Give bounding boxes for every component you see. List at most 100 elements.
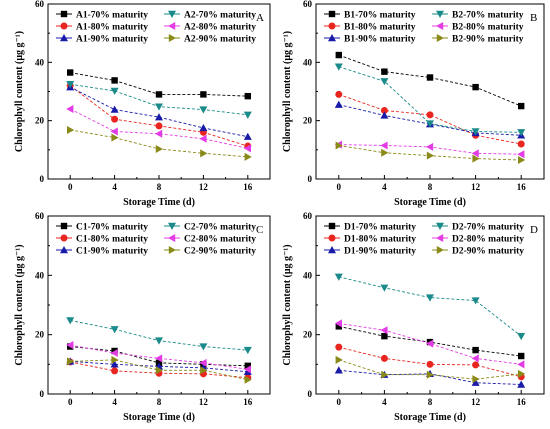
data-point (334, 366, 343, 374)
data-point (334, 319, 342, 328)
data-point (517, 150, 525, 159)
data-point (200, 366, 208, 375)
legend-swatch-marker (168, 10, 176, 18)
y-tick-label: 0 (308, 174, 313, 184)
legend-entry: D1-90% maturity (344, 247, 416, 257)
data-point (334, 63, 343, 71)
series-b2-70-maturity (334, 63, 526, 137)
data-point (517, 332, 526, 341)
x-tick-label: 0 (68, 397, 73, 407)
data-point (244, 362, 251, 370)
data-point (155, 366, 163, 375)
data-point (381, 332, 388, 340)
data-point (381, 370, 389, 379)
data-point (110, 349, 118, 358)
data-point (110, 105, 119, 113)
y-tick-label: 20 (303, 330, 313, 340)
data-point (334, 273, 343, 281)
data-point (518, 352, 525, 360)
data-point (155, 354, 163, 363)
data-point (243, 132, 252, 140)
y-tick-label: 40 (303, 57, 313, 67)
data-point (380, 106, 388, 114)
legend-entry: B1-90% maturity (344, 35, 416, 45)
data-point (381, 148, 389, 157)
legend-swatch-marker (168, 222, 176, 230)
data-point (243, 346, 252, 355)
legend-entry: C2-70% maturity (184, 223, 256, 233)
series-b2-90-maturity (335, 141, 526, 165)
series-line (338, 104, 522, 136)
x-tick-label: 8 (157, 182, 162, 192)
legend-entry: C2-90% maturity (184, 247, 256, 257)
data-point (381, 68, 388, 75)
data-point (66, 341, 74, 350)
data-point (155, 337, 163, 345)
data-point (472, 346, 479, 354)
y-tick-label: 20 (303, 116, 313, 126)
series-b1-80-maturity (335, 90, 525, 148)
data-point (155, 113, 163, 121)
series-line (69, 86, 248, 138)
x-tick-label: 16 (243, 182, 253, 192)
x-tick-label: 16 (517, 397, 527, 407)
legend-swatch-marker (60, 246, 68, 254)
data-point (380, 354, 388, 362)
data-point (110, 87, 119, 95)
data-point (426, 339, 434, 348)
data-point (155, 103, 163, 111)
legend-entry: A2-70% maturity (184, 11, 256, 21)
series-d1-70-maturity (335, 323, 525, 360)
legend-entry: A1-70% maturity (76, 11, 148, 21)
x-tick-label: 8 (157, 397, 162, 407)
x-tick-label: 0 (337, 397, 342, 407)
data-point (471, 354, 479, 363)
legend-swatch-marker (436, 246, 444, 254)
legend-entry: C1-90% maturity (76, 247, 148, 257)
legend-swatch-marker (436, 34, 444, 42)
series-line (70, 361, 248, 379)
legend-swatch-marker (328, 234, 336, 242)
series-line (70, 319, 248, 351)
y-tick-label: 0 (40, 389, 45, 399)
legend-swatch-marker (168, 246, 176, 254)
data-point (200, 149, 208, 158)
data-point (380, 326, 388, 335)
series-b1-70-maturity (335, 51, 525, 110)
data-point (66, 81, 75, 89)
series-line (70, 344, 248, 370)
data-point (472, 375, 480, 384)
data-point (380, 141, 388, 150)
y-tick-label: 40 (35, 270, 45, 280)
data-point (472, 154, 480, 163)
data-point (199, 134, 207, 143)
legend-swatch-marker (168, 34, 176, 42)
data-point (199, 123, 208, 132)
data-point (199, 106, 208, 114)
y-axis-title: Chlorophyll content (μg g⁻¹) (14, 244, 25, 365)
x-tick-label: 16 (517, 182, 527, 192)
data-point (111, 77, 118, 84)
data-point (111, 355, 119, 364)
series-a2-70-maturity (66, 81, 252, 119)
data-point (471, 297, 480, 305)
data-point (244, 152, 252, 161)
series-a2-90-maturity (67, 126, 252, 161)
legend-entry: B2-70% maturity (452, 11, 524, 21)
legend-swatch-marker (436, 22, 444, 30)
data-point (67, 69, 74, 76)
data-point (155, 122, 163, 130)
legend-entry: B2-90% maturity (452, 35, 524, 45)
panel-b: 0 4 8 12 16 0 20 40 60 Storage Time (d) Chlorophyl… (282, 0, 545, 208)
data-point (199, 343, 208, 351)
data-point (111, 367, 119, 375)
x-axis-title: Storage Time (d) (394, 412, 466, 423)
x-tick-label: 0 (337, 182, 342, 192)
data-point (335, 343, 343, 351)
y-tick-label: 20 (35, 330, 45, 340)
series-line (338, 276, 522, 337)
data-point (518, 156, 526, 165)
legend-entry: D1-70% maturity (344, 223, 416, 233)
data-point (111, 133, 119, 142)
series-line (338, 93, 522, 145)
